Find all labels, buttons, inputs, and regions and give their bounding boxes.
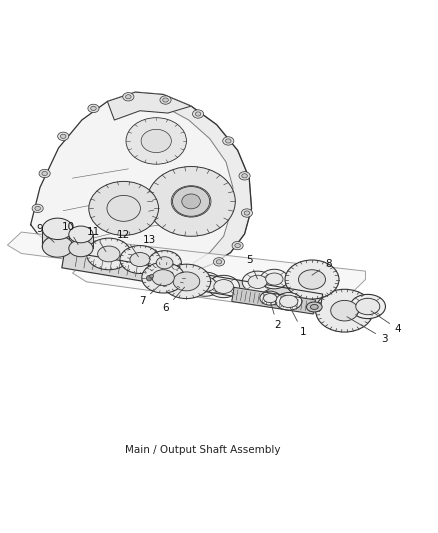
Text: 10: 10 (61, 222, 78, 245)
Ellipse shape (307, 302, 322, 312)
Ellipse shape (91, 106, 96, 110)
Ellipse shape (86, 238, 131, 270)
Ellipse shape (156, 257, 173, 269)
Ellipse shape (42, 218, 73, 239)
Ellipse shape (148, 251, 181, 275)
Polygon shape (107, 92, 191, 120)
Ellipse shape (242, 271, 273, 293)
Ellipse shape (69, 240, 93, 257)
Ellipse shape (163, 98, 168, 102)
Polygon shape (62, 251, 323, 311)
Ellipse shape (226, 139, 231, 143)
Polygon shape (31, 92, 251, 278)
Ellipse shape (235, 244, 240, 248)
Ellipse shape (260, 269, 288, 289)
Text: 6: 6 (162, 287, 184, 313)
Ellipse shape (107, 196, 141, 221)
Ellipse shape (248, 275, 267, 288)
Ellipse shape (130, 253, 150, 266)
Ellipse shape (244, 211, 250, 215)
Ellipse shape (89, 181, 159, 236)
Text: 9: 9 (37, 224, 54, 243)
Ellipse shape (147, 166, 235, 236)
Ellipse shape (299, 270, 325, 289)
Ellipse shape (126, 95, 131, 99)
Ellipse shape (239, 172, 250, 180)
Ellipse shape (42, 172, 47, 175)
Ellipse shape (331, 301, 358, 321)
Ellipse shape (356, 298, 380, 314)
Ellipse shape (173, 187, 210, 216)
Ellipse shape (152, 270, 174, 286)
Ellipse shape (126, 118, 187, 164)
Ellipse shape (123, 93, 134, 101)
Ellipse shape (241, 209, 252, 217)
Ellipse shape (242, 174, 247, 178)
Ellipse shape (194, 277, 216, 292)
Polygon shape (232, 287, 315, 314)
Polygon shape (7, 232, 365, 295)
Ellipse shape (276, 293, 302, 310)
Text: Main / Output Shaft Assembly: Main / Output Shaft Assembly (125, 445, 280, 455)
Ellipse shape (232, 241, 243, 250)
Ellipse shape (35, 206, 40, 211)
Ellipse shape (214, 280, 233, 293)
Ellipse shape (216, 260, 222, 264)
Ellipse shape (208, 276, 240, 297)
Ellipse shape (162, 264, 211, 298)
Ellipse shape (142, 262, 184, 293)
Ellipse shape (213, 257, 225, 266)
Ellipse shape (182, 194, 201, 209)
Ellipse shape (279, 295, 298, 308)
Ellipse shape (171, 185, 211, 217)
Ellipse shape (223, 137, 234, 145)
Text: 12: 12 (117, 230, 138, 257)
Ellipse shape (69, 226, 93, 243)
Text: 8: 8 (312, 259, 332, 275)
Text: 11: 11 (87, 227, 106, 252)
Ellipse shape (192, 110, 204, 118)
Text: 5: 5 (246, 255, 258, 279)
Ellipse shape (141, 130, 171, 152)
Ellipse shape (285, 260, 339, 299)
Ellipse shape (98, 246, 120, 262)
Circle shape (150, 274, 153, 278)
Ellipse shape (39, 169, 50, 177)
Ellipse shape (311, 304, 318, 310)
Text: 1: 1 (290, 307, 306, 337)
Ellipse shape (58, 132, 69, 141)
Ellipse shape (173, 272, 200, 291)
Ellipse shape (88, 104, 99, 112)
Polygon shape (42, 229, 73, 246)
Ellipse shape (266, 273, 283, 285)
Ellipse shape (42, 236, 73, 257)
Ellipse shape (32, 204, 43, 213)
Text: 13: 13 (143, 235, 162, 260)
Text: 3: 3 (347, 317, 387, 344)
Ellipse shape (350, 294, 385, 319)
Text: 2: 2 (271, 303, 280, 329)
Ellipse shape (260, 291, 280, 305)
Polygon shape (163, 94, 251, 273)
Ellipse shape (195, 112, 201, 116)
Circle shape (146, 276, 152, 281)
Text: 7: 7 (139, 284, 161, 306)
Ellipse shape (188, 272, 222, 296)
Ellipse shape (120, 246, 160, 273)
Polygon shape (73, 261, 377, 319)
Text: 4: 4 (371, 311, 401, 334)
Ellipse shape (160, 96, 171, 104)
Polygon shape (69, 235, 93, 248)
Ellipse shape (264, 294, 277, 303)
Ellipse shape (60, 134, 66, 139)
Ellipse shape (316, 289, 373, 332)
